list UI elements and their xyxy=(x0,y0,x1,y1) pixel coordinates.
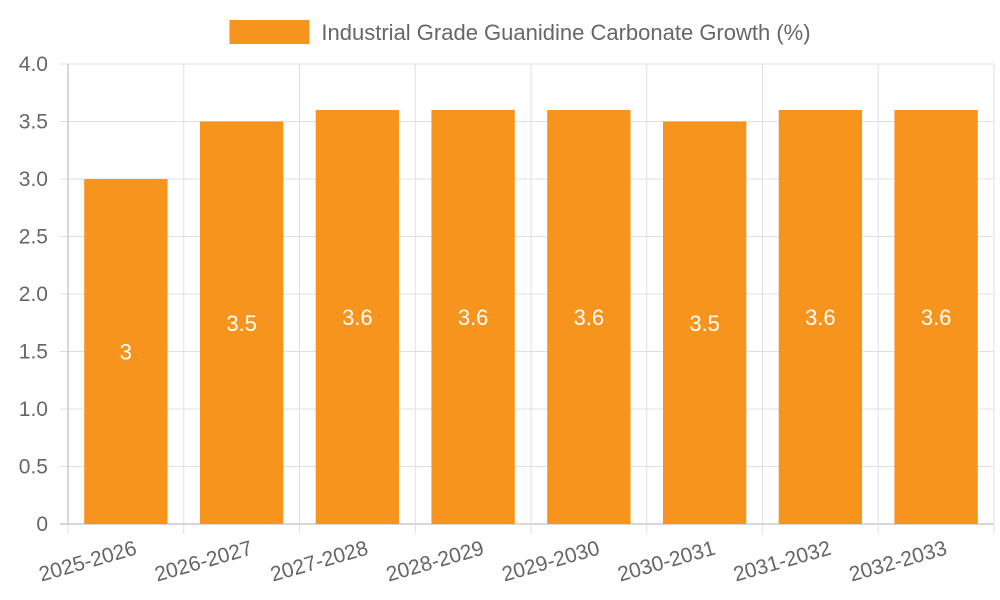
bar[interactable] xyxy=(315,110,400,524)
x-tick-label: 2029-2030 xyxy=(499,537,602,587)
x-tick-labels: 2025-2026 2026-2027 2027-2028 2028-2029 2029… xyxy=(36,537,949,587)
data-label: 3.6 xyxy=(574,305,605,330)
x-tick-label: 2031-2032 xyxy=(731,537,834,587)
data-label: 3.6 xyxy=(458,305,489,330)
x-tick-label: 2026-2027 xyxy=(152,537,255,587)
y-tick-label: 1.5 xyxy=(19,341,48,364)
y-tick-label: 0.5 xyxy=(19,456,48,479)
y-tick-label: 3.0 xyxy=(19,168,48,191)
x-tick-label: 2032-2033 xyxy=(847,537,950,587)
data-label: 3.5 xyxy=(689,311,720,336)
x-tick-label: 2025-2026 xyxy=(36,537,139,587)
bar[interactable] xyxy=(662,121,747,525)
y-tick-label: 1.0 xyxy=(19,398,48,421)
data-label: 3.6 xyxy=(342,305,373,330)
bar[interactable] xyxy=(894,110,978,524)
bar[interactable] xyxy=(778,110,863,524)
bar[interactable] xyxy=(547,110,631,524)
data-labels: 3 3.5 3.6 3.6 3.6 3.5 3.6 3.6 xyxy=(120,305,952,365)
y-tick-label: 2.0 xyxy=(19,283,48,306)
y-tick-label: 0 xyxy=(36,513,48,536)
bar[interactable] xyxy=(84,179,168,524)
y-tick-label: 4.0 xyxy=(19,53,48,76)
y-tick-label: 2.5 xyxy=(19,226,48,249)
legend[interactable]: Industrial Grade Guanidine Carbonate Gro… xyxy=(229,20,811,45)
data-label: 3.6 xyxy=(805,305,836,330)
x-tick-label: 2027-2028 xyxy=(268,537,371,587)
bar[interactable] xyxy=(431,110,515,524)
bars xyxy=(84,110,978,524)
x-tick-label: 2030-2031 xyxy=(615,537,718,587)
y-tick-labels: 0 0.5 1.0 1.5 2.0 2.5 3.0 3.5 4.0 xyxy=(19,53,48,536)
data-label: 3.6 xyxy=(921,305,952,330)
data-label: 3 xyxy=(120,340,132,365)
legend-label: Industrial Grade Guanidine Carbonate Gro… xyxy=(321,20,810,45)
bar[interactable] xyxy=(199,121,284,525)
y-tick-label: 3.5 xyxy=(19,111,48,134)
x-tick-label: 2028-2029 xyxy=(384,537,487,587)
legend-swatch xyxy=(229,20,310,44)
data-label: 3.5 xyxy=(226,311,257,336)
